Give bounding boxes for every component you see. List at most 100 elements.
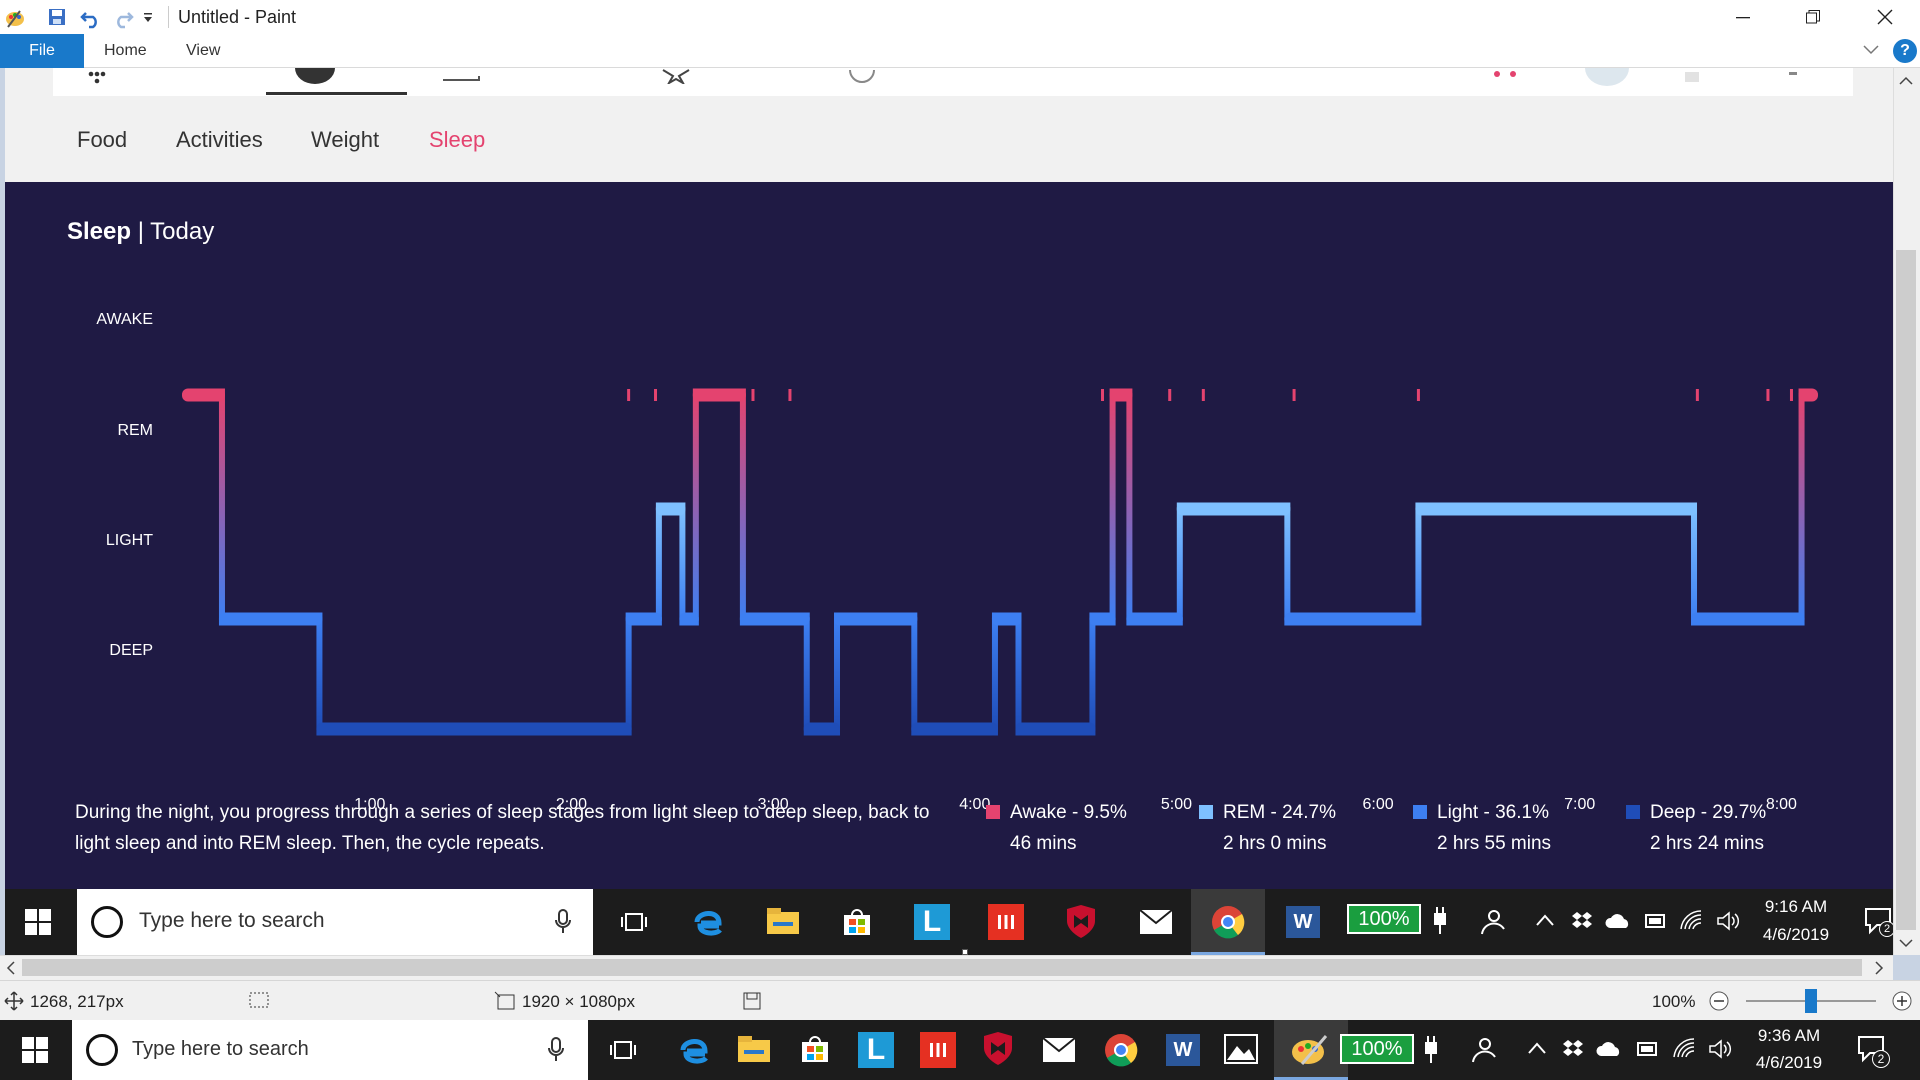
star-icon[interactable] xyxy=(661,68,691,84)
inner-clock-date[interactable]: 4/6/2019 xyxy=(1762,925,1830,944)
settings-icon[interactable] xyxy=(1685,72,1699,82)
scroll-right-arrow-icon[interactable] xyxy=(1872,960,1886,976)
onedrive-icon[interactable] xyxy=(1596,1041,1622,1057)
word-icon[interactable]: W xyxy=(1166,1034,1200,1066)
paint-canvas-image[interactable]: Food Activities Weight Sleep Sleep | Tod… xyxy=(5,68,1893,955)
tab-view[interactable]: View xyxy=(186,42,221,59)
search-box[interactable]: Type here to search xyxy=(72,1020,588,1080)
scroll-up-arrow-icon[interactable] xyxy=(1898,74,1914,88)
inner-task-view-icon[interactable] xyxy=(611,899,657,945)
fitbit-logo-icon[interactable] xyxy=(87,71,115,85)
dashboard-icon[interactable] xyxy=(295,68,335,84)
x-tick-label: 7:00 xyxy=(1564,796,1596,813)
zoom-out-button[interactable] xyxy=(1708,990,1730,1012)
subnav-sleep[interactable]: Sleep xyxy=(429,127,486,152)
clock-icon[interactable] xyxy=(847,68,877,84)
inner-notification-count: 2 xyxy=(1879,921,1893,937)
x-tick-label: 1:00 xyxy=(354,796,386,813)
help-button[interactable]: ? xyxy=(1893,39,1917,63)
battery-indicator[interactable]: 100% xyxy=(1340,1034,1414,1064)
redo-icon[interactable] xyxy=(112,7,134,29)
stage-bar-light xyxy=(739,612,810,626)
inner-action-center-icon[interactable] xyxy=(1865,907,1891,935)
notification-dots-icon[interactable] xyxy=(1493,70,1519,80)
mail-icon[interactable] xyxy=(1042,1037,1076,1063)
tab-home[interactable]: Home xyxy=(104,42,147,59)
stage-bar-light xyxy=(218,612,323,626)
inner-microphone-icon[interactable] xyxy=(555,909,571,935)
undo-icon[interactable] xyxy=(80,7,102,29)
scroll-left-arrow-icon[interactable] xyxy=(4,960,18,976)
close-button[interactable] xyxy=(1854,0,1916,34)
stage-bar-light xyxy=(1691,612,1805,626)
inner-volume-icon[interactable] xyxy=(1716,910,1740,932)
inner-mcafee-icon[interactable] xyxy=(1058,899,1104,945)
inner-file-explorer-icon[interactable] xyxy=(760,899,806,945)
inner-people-icon[interactable] xyxy=(1479,909,1505,935)
show-hidden-icons[interactable] xyxy=(1528,1042,1546,1054)
inner-word-icon[interactable]: W xyxy=(1280,899,1326,945)
clock-time[interactable]: 9:36 AM xyxy=(1757,1026,1821,1045)
inner-battery-icon[interactable] xyxy=(1644,911,1666,931)
inner-edge-icon[interactable] xyxy=(685,899,731,945)
file-explorer-icon[interactable] xyxy=(738,1036,770,1064)
inner-search-box[interactable]: Type here to search xyxy=(77,889,593,955)
task-view-icon[interactable] xyxy=(610,1039,636,1061)
battery-icon[interactable] xyxy=(1636,1039,1658,1059)
subnav-activities[interactable]: Activities xyxy=(176,127,263,152)
inner-dropbox-icon[interactable] xyxy=(1571,911,1593,931)
inner-mail-icon[interactable] xyxy=(1133,899,1179,945)
inner-windows-start-icon[interactable] xyxy=(25,909,51,935)
brief-awakening-tick xyxy=(1695,389,1699,401)
canvas-resize-handle[interactable] xyxy=(962,949,968,955)
ribbon-collapse-icon[interactable] xyxy=(1862,42,1880,56)
stage-transition xyxy=(803,612,810,736)
volume-icon[interactable] xyxy=(1708,1038,1732,1060)
edge-icon[interactable] xyxy=(678,1034,710,1066)
inner-red-app-icon[interactable] xyxy=(983,899,1029,945)
vertical-scroll-thumb[interactable] xyxy=(1896,250,1916,930)
zoom-slider-thumb[interactable] xyxy=(1805,989,1817,1013)
action-center-icon[interactable] xyxy=(1858,1035,1884,1063)
inner-show-hidden-icons[interactable] xyxy=(1536,914,1554,926)
people-icon[interactable] xyxy=(1470,1037,1496,1063)
minimize-button[interactable] xyxy=(1712,0,1774,34)
mcafee-icon[interactable] xyxy=(982,1032,1014,1066)
store-icon[interactable] xyxy=(800,1034,830,1064)
inner-l-app-icon[interactable]: L xyxy=(909,899,955,945)
restore-button[interactable] xyxy=(1782,0,1844,34)
paint-taskbar-icon[interactable] xyxy=(1290,1032,1330,1068)
file-tab[interactable]: File xyxy=(0,34,84,68)
red-app-icon[interactable] xyxy=(920,1032,956,1068)
subnav-weight[interactable]: Weight xyxy=(311,127,380,152)
inner-onedrive-icon[interactable] xyxy=(1605,913,1631,929)
avatar[interactable] xyxy=(1585,68,1629,86)
wifi-icon[interactable] xyxy=(1672,1037,1696,1059)
inner-clock-time[interactable]: 9:16 AM xyxy=(1764,897,1828,916)
scroll-down-arrow-icon[interactable] xyxy=(1898,936,1914,950)
zoom-in-button[interactable] xyxy=(1891,990,1913,1012)
legend-light: Light - 36.1% 2 hrs 55 mins xyxy=(1413,797,1551,859)
horizontal-scroll-thumb[interactable] xyxy=(22,959,1862,976)
customize-qat-dropdown-icon[interactable] xyxy=(142,12,154,24)
sleep-title-period: | Today xyxy=(131,218,215,245)
chrome-icon[interactable] xyxy=(1104,1033,1138,1067)
microphone-icon[interactable] xyxy=(548,1037,564,1063)
subnav-food[interactable]: Food xyxy=(77,127,128,152)
clock-date[interactable]: 4/6/2019 xyxy=(1755,1053,1823,1072)
l-app-icon[interactable]: L xyxy=(858,1032,894,1068)
windows-start-icon[interactable] xyxy=(22,1037,48,1063)
save-icon[interactable] xyxy=(47,7,69,29)
power-plug-icon[interactable] xyxy=(1422,1036,1440,1064)
dropbox-icon[interactable] xyxy=(1562,1039,1584,1059)
sleep-panel: Sleep | Today AWAKE REM LIGHT DEEP 1:00 2… xyxy=(5,182,1893,889)
inner-battery-indicator[interactable]: 100% xyxy=(1347,904,1421,934)
inner-store-icon[interactable] xyxy=(834,899,880,945)
menu-icon[interactable] xyxy=(1789,72,1797,75)
inner-wifi-icon[interactable] xyxy=(1679,909,1703,931)
inner-chrome-icon[interactable] xyxy=(1205,899,1251,945)
friends-icon[interactable] xyxy=(441,70,481,84)
paint-app-icon[interactable] xyxy=(4,7,26,29)
photos-icon[interactable] xyxy=(1224,1034,1258,1064)
inner-power-plug-icon[interactable] xyxy=(1431,907,1449,935)
